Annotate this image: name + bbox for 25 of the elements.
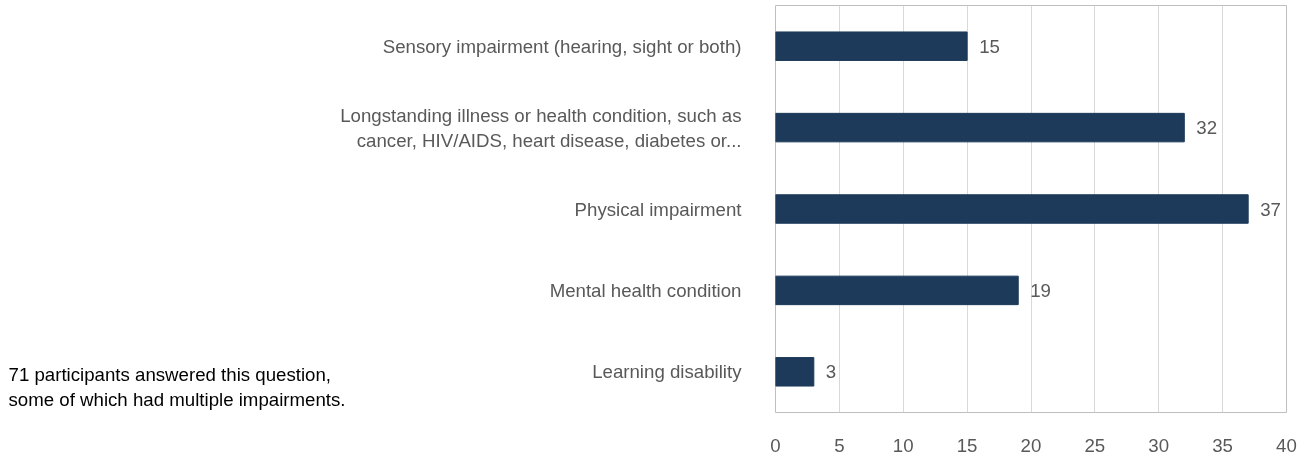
bar (775, 357, 815, 387)
x-tick-label: 0 (770, 434, 781, 456)
y-tick-label: Longstanding illness or health condition, such as cancer, HIV/AIDS, heart disease, diabetes or... (340, 104, 742, 151)
data-label: 3 (825, 361, 837, 383)
y-tick-label: Physical impairment (574, 198, 743, 220)
x-tick-label: 10 (892, 434, 914, 456)
data-label: 19 (1030, 279, 1051, 301)
x-tick-label: 25 (1084, 434, 1106, 456)
bar (775, 31, 968, 61)
x-tick-label: 35 (1212, 434, 1234, 456)
data-label: 37 (1260, 198, 1281, 220)
bar (775, 112, 1185, 143)
data-label: 32 (1196, 117, 1218, 139)
bar (775, 275, 1019, 306)
x-tick-label: 5 (834, 434, 845, 456)
x-tick-label: 15 (956, 434, 978, 456)
x-tick-label: 20 (1020, 434, 1042, 456)
x-tick-label: 40 (1276, 434, 1297, 456)
bar (775, 194, 1249, 224)
y-tick-label: Mental health condition (549, 279, 742, 301)
data-label: 15 (979, 35, 1000, 57)
y-tick-label: Learning disability (592, 361, 743, 383)
text: 71 participants answered this question, some of which had multiple impairments. (8, 364, 346, 411)
y-tick-label: Sensory impairment (hearing, sight or both) (382, 35, 742, 57)
x-tick-label: 30 (1148, 434, 1170, 456)
